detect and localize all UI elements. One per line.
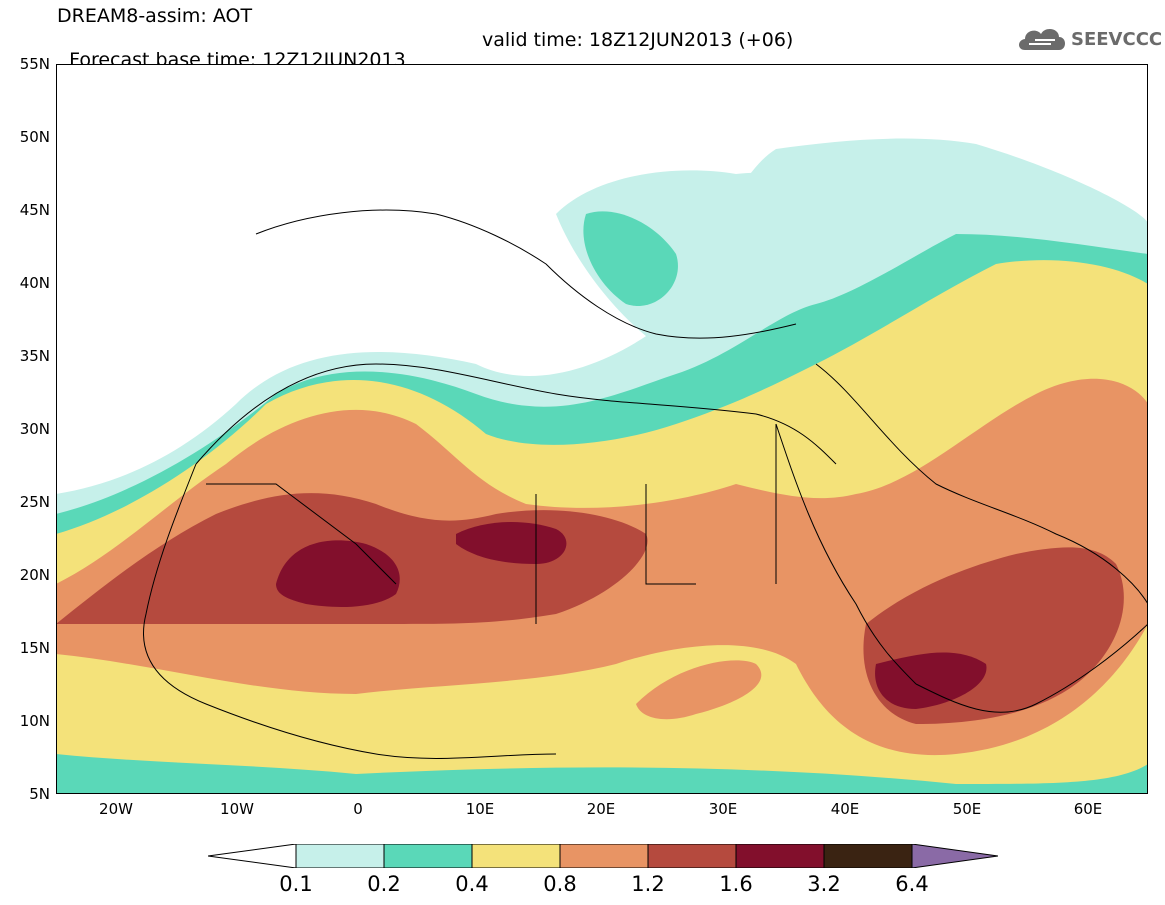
colorbar-swatch bbox=[383, 844, 473, 868]
lon-label: 0 bbox=[353, 800, 363, 818]
colorbar-label: 1.2 bbox=[631, 872, 665, 896]
coastlines bbox=[143, 209, 1148, 759]
coastline-africa-north bbox=[195, 363, 837, 465]
colorbar-swatch bbox=[295, 844, 385, 868]
lon-label: 50E bbox=[952, 800, 982, 818]
aot-contours bbox=[56, 138, 1148, 794]
lat-label: 45N bbox=[19, 201, 50, 219]
cloud-icon bbox=[1019, 28, 1065, 50]
lat-label: 35N bbox=[19, 347, 50, 365]
lat-label: 55N bbox=[19, 55, 50, 73]
aot-band-0.8-blob bbox=[636, 660, 762, 720]
border-sahara bbox=[206, 424, 777, 624]
lon-label: 10E bbox=[465, 800, 495, 818]
aot-band-0.2-balkans bbox=[583, 211, 678, 306]
lat-label: 30N bbox=[19, 420, 50, 438]
colorbar-low-arrow bbox=[208, 844, 297, 868]
lat-label: 50N bbox=[19, 128, 50, 146]
colorbar-high-arrow bbox=[911, 844, 998, 868]
valid-time: valid time: 18Z12JUN2013 (+06) bbox=[482, 29, 794, 51]
coastline-arabia bbox=[815, 363, 1148, 605]
lon-label: 20W bbox=[99, 800, 133, 818]
colorbar bbox=[208, 844, 998, 868]
colorbar-swatch bbox=[471, 844, 561, 868]
lon-label: 40E bbox=[830, 800, 860, 818]
colorbar-label: 1.6 bbox=[719, 872, 753, 896]
colorbar-label: 0.1 bbox=[279, 872, 313, 896]
colorbar-label: 0.2 bbox=[367, 872, 401, 896]
colorbar-swatch bbox=[823, 844, 913, 868]
colorbar-label: 0.8 bbox=[543, 872, 577, 896]
colorbar-label: 0.4 bbox=[455, 872, 489, 896]
colorbar-swatch bbox=[735, 844, 825, 868]
colorbar-label: 6.4 bbox=[895, 872, 929, 896]
lon-label: 60E bbox=[1073, 800, 1103, 818]
coastline-red-sea bbox=[775, 423, 917, 685]
colorbar-swatch bbox=[559, 844, 649, 868]
colorbar-swatch bbox=[647, 844, 737, 868]
colorbar-label: 3.2 bbox=[807, 872, 841, 896]
logo-text: SEEVCCC bbox=[1071, 29, 1163, 50]
lat-label: 20N bbox=[19, 566, 50, 584]
coastline-horn bbox=[915, 623, 1148, 713]
lat-label: 40N bbox=[19, 274, 50, 292]
aot-band-1.6-yemen bbox=[875, 652, 987, 709]
lon-label: 20E bbox=[586, 800, 616, 818]
seevccc-logo: SEEVCCC bbox=[1015, 22, 1162, 56]
aot-band-1.6-center bbox=[456, 522, 567, 564]
lon-label: 10W bbox=[220, 800, 254, 818]
lat-label: 15N bbox=[19, 639, 50, 657]
lon-label: 30E bbox=[708, 800, 738, 818]
lat-label: 25N bbox=[19, 493, 50, 511]
coastline-africa-west bbox=[143, 463, 557, 759]
lat-label: 5N bbox=[29, 785, 50, 803]
lat-label: 10N bbox=[19, 712, 50, 730]
coastline-europe bbox=[255, 209, 797, 339]
aot-map bbox=[56, 64, 1148, 794]
map-title: DREAM8-assim: AOT bbox=[57, 5, 253, 27]
